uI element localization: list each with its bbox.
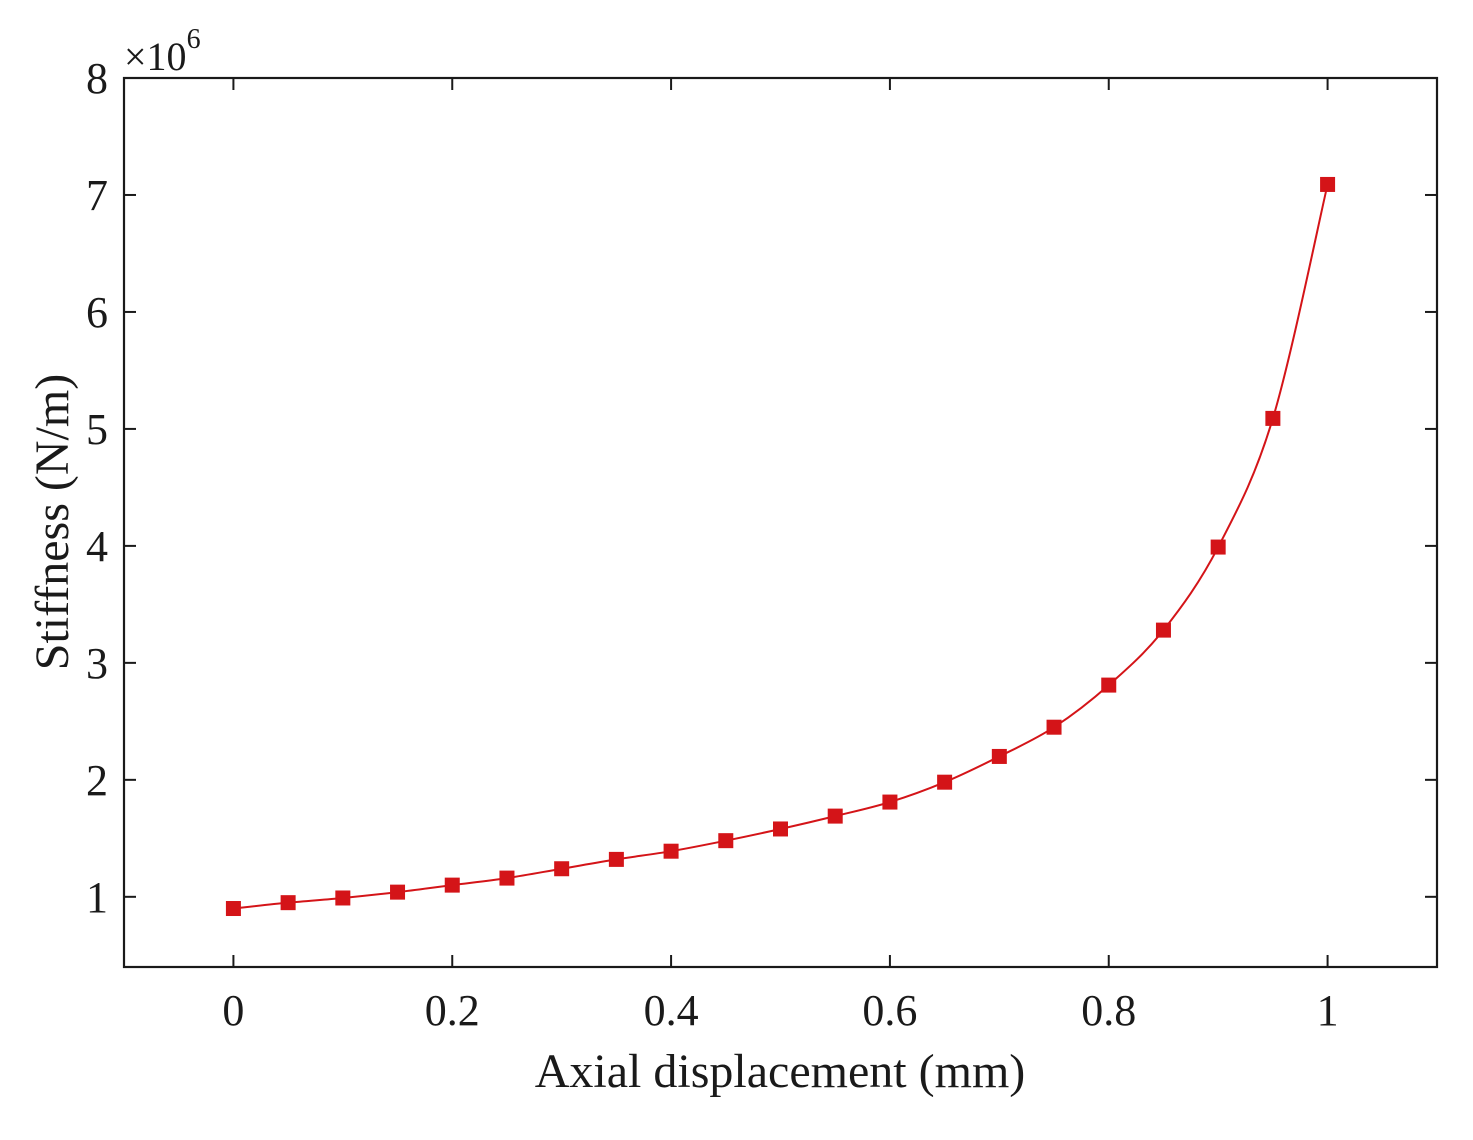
data-point-marker	[499, 870, 515, 886]
data-point-marker	[1101, 677, 1117, 693]
y-tick-label: 8	[86, 54, 108, 103]
data-point-marker	[225, 901, 241, 917]
axes	[122, 76, 1439, 969]
data-point-marker	[1046, 719, 1062, 735]
data-point-marker	[1320, 176, 1336, 192]
x-tick-label: 0.6	[862, 986, 917, 1035]
data-point-marker	[773, 821, 788, 837]
data-point-marker	[335, 890, 351, 906]
data-point-marker	[882, 794, 898, 810]
data-point-marker	[991, 748, 1007, 764]
data-point-marker	[1155, 622, 1171, 638]
data-point-marker	[1265, 410, 1281, 426]
y-axis-title: Stiffness (N/m)	[26, 374, 79, 670]
y-tick-label: 5	[86, 405, 108, 454]
x-axis-title: Axial displacement (mm)	[535, 1045, 1026, 1098]
data-point-marker	[608, 851, 624, 867]
x-tick-label: 0.2	[425, 986, 480, 1035]
x-tick-label: 0.8	[1081, 986, 1136, 1035]
y-tick-label: 2	[86, 756, 108, 805]
data-point-marker	[390, 884, 406, 900]
plot-area-frame	[122, 76, 1439, 969]
data-point-marker	[937, 774, 953, 790]
y-tick-label: 7	[86, 171, 108, 220]
data-point-marker	[827, 808, 843, 824]
y-tick-label: 6	[86, 288, 108, 337]
data-point-marker	[663, 843, 679, 859]
x-tick-label: 0	[222, 986, 244, 1035]
data-point-marker	[280, 895, 296, 911]
data-point-marker	[718, 833, 734, 849]
data-series	[225, 176, 1336, 917]
x-tick-label: 0.4	[644, 986, 699, 1035]
y-tick-label: 4	[86, 522, 108, 571]
y-axis-ticks: 1 2 3 4 5 6 7 8	[86, 54, 1437, 922]
y-axis-multiplier: ×106	[124, 24, 201, 79]
y-tick-label: 3	[86, 639, 108, 688]
y-axis-multiplier-base: ×10	[124, 34, 187, 79]
series-line	[233, 184, 1329, 910]
data-point-marker	[444, 877, 460, 893]
y-axis-multiplier-exponent: 6	[187, 24, 201, 55]
y-tick-label: 1	[86, 873, 108, 922]
x-axis-ticks: 0 0.2 0.4 0.6 0.8 1	[222, 78, 1339, 1035]
x-tick-label: 1	[1317, 986, 1339, 1035]
data-point-marker	[1210, 539, 1226, 555]
data-point-marker	[554, 861, 570, 877]
